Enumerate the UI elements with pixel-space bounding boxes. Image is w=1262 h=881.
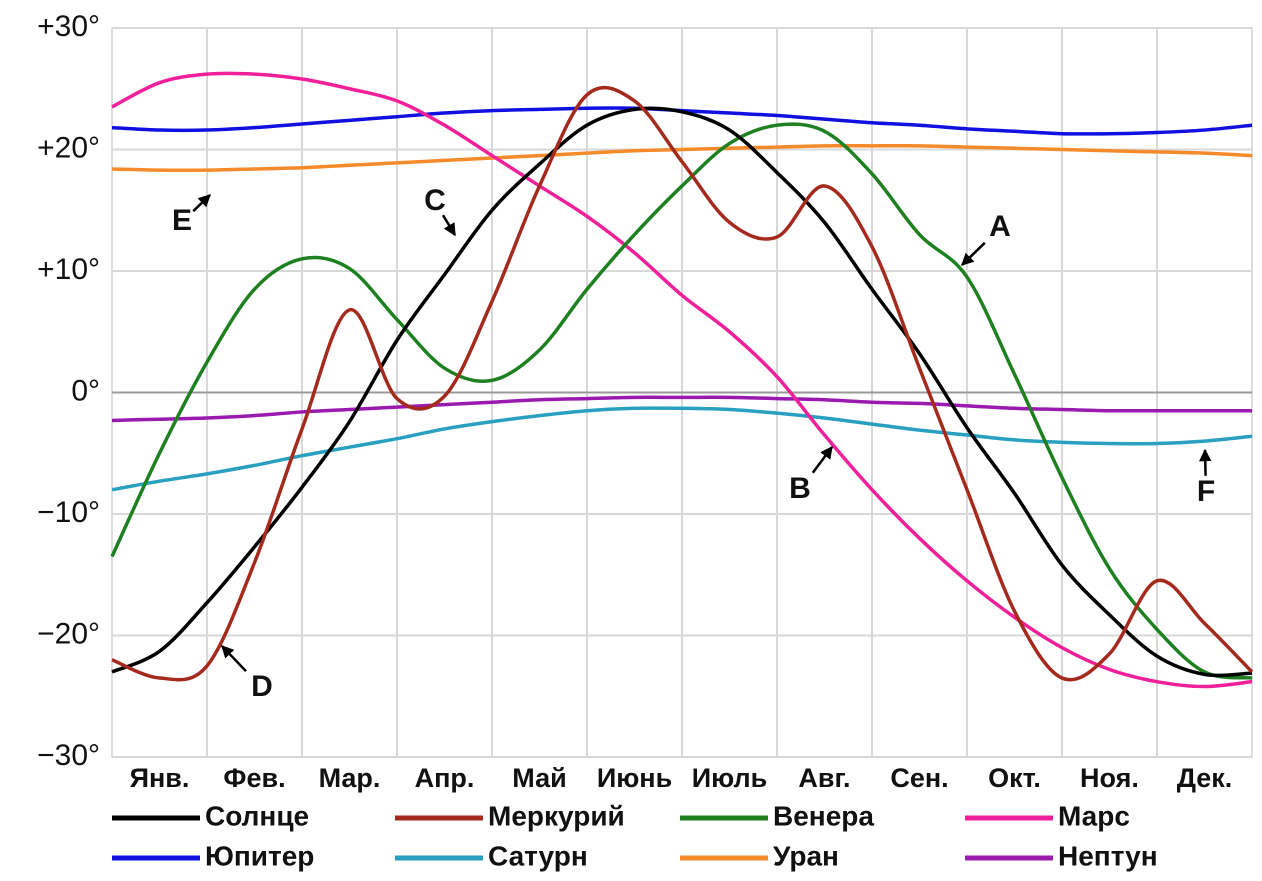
annotation: E xyxy=(172,204,192,237)
x-tick-label: Фев. xyxy=(223,763,285,793)
legend-label: Солнце xyxy=(205,800,309,831)
y-tick-label: −10° xyxy=(37,496,100,529)
legend-label: Юпитер xyxy=(205,840,314,871)
annotation-arrow xyxy=(441,214,457,237)
y-tick-label: +30° xyxy=(37,10,100,43)
y-tick-label: +20° xyxy=(37,131,100,164)
series-line xyxy=(111,106,1253,678)
series-line xyxy=(110,122,1253,680)
y-tick-label: −20° xyxy=(37,617,100,650)
x-tick-label: Янв. xyxy=(130,763,190,793)
legend-label: Нептун xyxy=(1058,840,1158,871)
x-tick-label: Июль xyxy=(692,763,768,793)
y-tick-label: +10° xyxy=(37,253,100,286)
series-line xyxy=(111,144,1253,173)
annotation: A xyxy=(989,210,1011,243)
x-tick-label: Окт. xyxy=(988,763,1041,793)
x-tick-label: Май xyxy=(512,763,566,793)
x-tick-label: Июнь xyxy=(597,763,672,793)
x-tick-label: Авг. xyxy=(798,763,850,793)
annotation-arrow xyxy=(961,241,986,266)
annotation: F xyxy=(1197,475,1215,508)
y-tick-label: 0° xyxy=(71,374,100,407)
annotation-arrow xyxy=(192,194,211,213)
legend-label: Венера xyxy=(773,800,874,831)
series-line xyxy=(111,85,1254,682)
x-tick-label: Сен. xyxy=(890,763,948,793)
legend-label: Уран xyxy=(773,840,839,871)
annotation: D xyxy=(251,670,273,703)
annotation-arrow xyxy=(811,445,834,474)
annotation-arrow xyxy=(1199,448,1212,476)
legend-label: Меркурий xyxy=(488,800,625,831)
y-tick-label: −30° xyxy=(37,739,100,772)
legend-label: Марс xyxy=(1058,800,1130,831)
series-line xyxy=(111,71,1253,689)
x-tick-label: Апр. xyxy=(415,763,475,793)
annotation-arrow xyxy=(221,645,247,673)
annotation: B xyxy=(789,472,811,505)
legend-label: Сатурн xyxy=(488,840,588,871)
x-tick-label: Ноя. xyxy=(1080,763,1139,793)
x-tick-label: Дек. xyxy=(1177,763,1233,793)
series-line xyxy=(111,395,1252,423)
annotation: C xyxy=(424,184,446,217)
series-line xyxy=(111,406,1253,492)
x-tick-label: Мар. xyxy=(319,763,381,793)
